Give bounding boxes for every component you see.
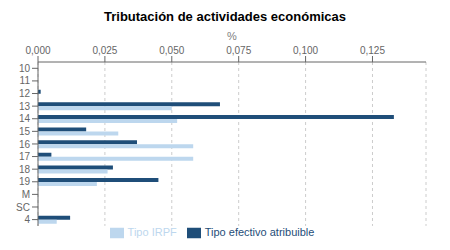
svg-text:14: 14 [19, 113, 31, 124]
svg-text:12: 12 [19, 88, 31, 99]
svg-text:16: 16 [19, 139, 31, 150]
svg-text:4: 4 [24, 214, 30, 225]
svg-text:18: 18 [19, 164, 31, 175]
svg-text:10: 10 [19, 63, 31, 74]
svg-text:13: 13 [19, 101, 31, 112]
svg-text:SC: SC [16, 202, 30, 213]
html-text:Tributación de actividades eco: Tributación de actividades económicas [104, 9, 346, 24]
svg-text:0,075: 0,075 [226, 45, 251, 56]
svg-text:17: 17 [19, 151, 31, 162]
svg-text:19: 19 [19, 176, 31, 187]
svg-text:0,000: 0,000 [25, 45, 50, 56]
svg-text:M: M [22, 189, 30, 200]
html-text:Tipo IRPF: Tipo IRPF [127, 225, 177, 238]
svg-text:0,050: 0,050 [159, 45, 184, 56]
svg-text:%: % [227, 30, 237, 42]
html-text:Tipo efectivo atribuible: Tipo efectivo atribuible [204, 225, 315, 238]
svg-text:0,100: 0,100 [293, 45, 318, 56]
svg-text:0,025: 0,025 [92, 45, 117, 56]
svg-text:11: 11 [20, 75, 31, 86]
svg-text:15: 15 [19, 126, 31, 137]
svg-text:0,125: 0,125 [360, 45, 385, 56]
